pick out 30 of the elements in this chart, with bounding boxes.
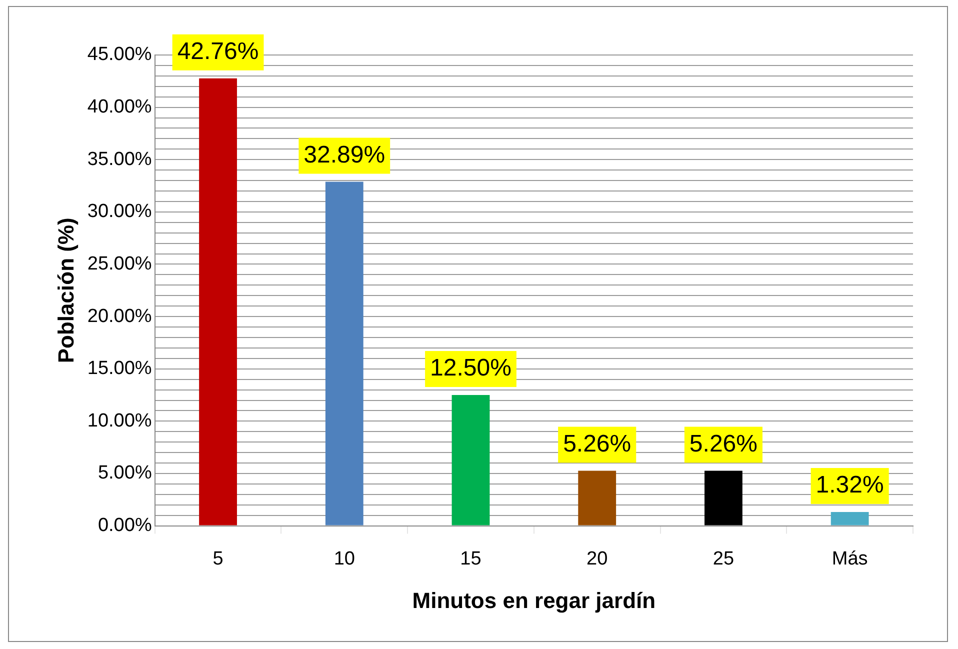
y-tick-label: 30.00% bbox=[87, 201, 152, 222]
bar bbox=[325, 182, 364, 526]
y-tick-label: 0.00% bbox=[98, 515, 152, 536]
data-label: 5.26% bbox=[563, 430, 632, 458]
y-tick-label: 15.00% bbox=[87, 358, 152, 380]
y-tick-label: 40.00% bbox=[87, 96, 152, 118]
y-tick-label: 45.00% bbox=[87, 44, 152, 66]
data-label: 12.50% bbox=[430, 354, 512, 382]
y-tick-label: 35.00% bbox=[87, 148, 152, 170]
y-axis-title: Población (%) bbox=[53, 218, 78, 364]
y-tick-label: 10.00% bbox=[87, 410, 152, 432]
x-tick-label: 15 bbox=[460, 548, 482, 570]
x-tick-label: 20 bbox=[586, 548, 608, 570]
y-tick-label: 5.00% bbox=[98, 462, 152, 484]
x-tick-label: 25 bbox=[712, 548, 734, 570]
data-label: 5.26% bbox=[689, 430, 758, 458]
bar bbox=[199, 78, 237, 526]
data-label: 42.76% bbox=[177, 38, 259, 66]
data-label: 32.89% bbox=[304, 141, 386, 168]
x-tick-label: 5 bbox=[212, 548, 224, 570]
data-label: 1.32% bbox=[816, 472, 884, 499]
x-tick-label: Más bbox=[832, 548, 868, 570]
y-tick-label: 20.00% bbox=[87, 306, 152, 327]
bar bbox=[578, 470, 616, 526]
y-tick-label: 25.00% bbox=[87, 253, 152, 274]
bar bbox=[830, 512, 869, 526]
x-tick-label: 10 bbox=[334, 548, 355, 570]
bar bbox=[452, 395, 490, 526]
bar bbox=[704, 470, 742, 526]
x-axis-title: Minutos en regar jardín bbox=[412, 588, 656, 613]
